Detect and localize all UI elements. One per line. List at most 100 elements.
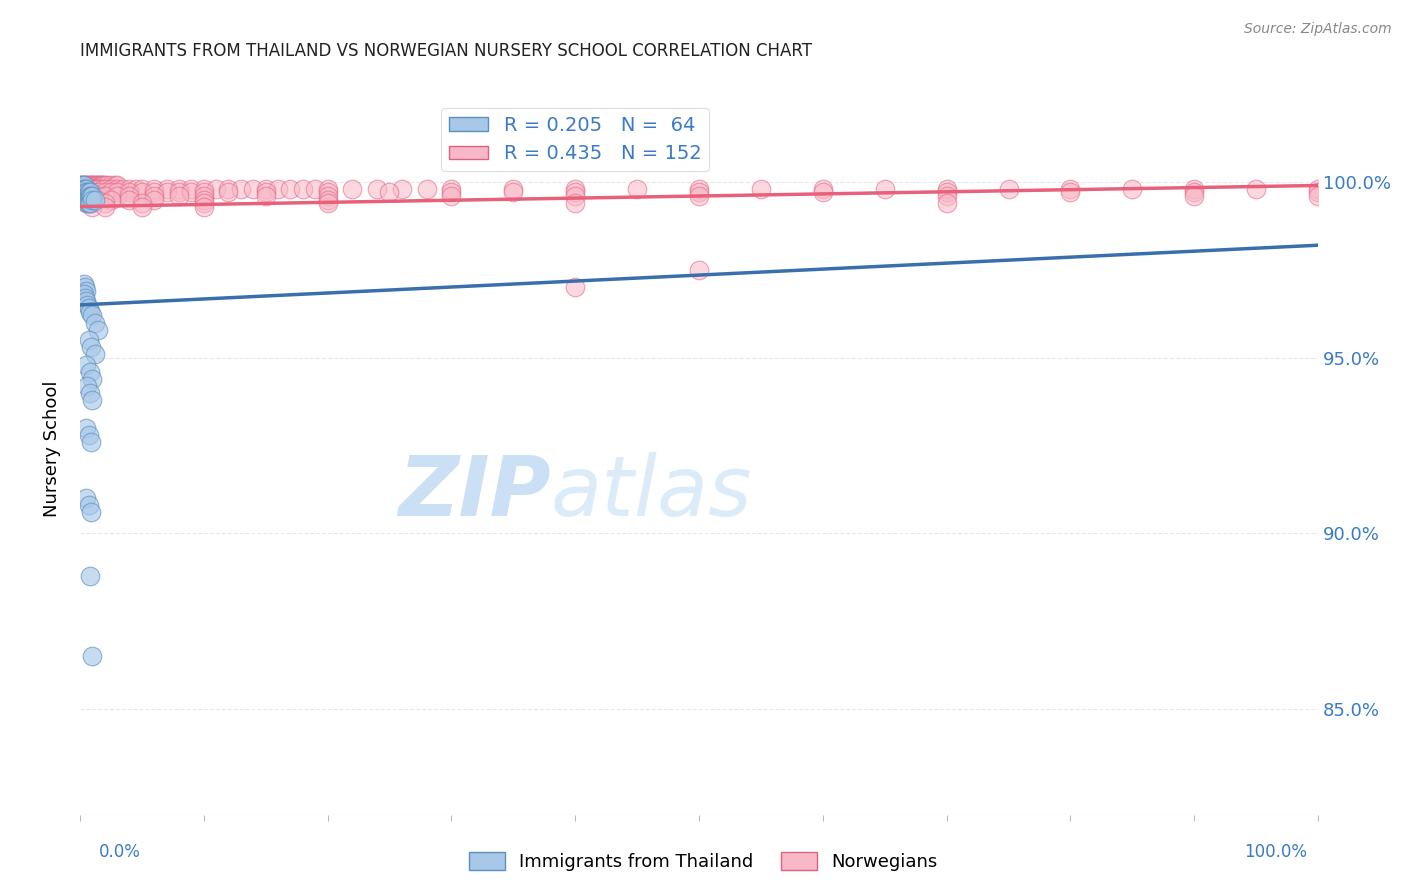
Point bbox=[77, 301, 100, 316]
Point bbox=[749, 182, 772, 196]
Point bbox=[75, 178, 97, 193]
Point bbox=[93, 200, 115, 214]
Point bbox=[1182, 189, 1205, 203]
Point bbox=[105, 189, 128, 203]
Point bbox=[193, 182, 215, 196]
Point bbox=[73, 193, 96, 207]
Point bbox=[80, 340, 103, 354]
Point bbox=[76, 378, 98, 392]
Point bbox=[79, 189, 101, 203]
Point bbox=[72, 178, 94, 193]
Point bbox=[83, 178, 105, 193]
Point bbox=[82, 392, 104, 407]
Point bbox=[72, 189, 94, 203]
Point bbox=[1059, 186, 1081, 200]
Point bbox=[82, 178, 104, 193]
Point bbox=[688, 262, 710, 277]
Point bbox=[79, 193, 101, 207]
Point bbox=[76, 182, 98, 196]
Point bbox=[75, 193, 97, 207]
Point bbox=[811, 186, 834, 200]
Point bbox=[77, 193, 100, 207]
Point bbox=[80, 189, 103, 203]
Point bbox=[291, 182, 314, 196]
Point bbox=[79, 305, 101, 319]
Point bbox=[564, 196, 586, 211]
Point bbox=[811, 182, 834, 196]
Point bbox=[82, 196, 104, 211]
Point bbox=[82, 178, 104, 193]
Point bbox=[935, 182, 957, 196]
Point bbox=[280, 182, 302, 196]
Point bbox=[75, 186, 97, 200]
Point bbox=[87, 193, 110, 207]
Point bbox=[155, 182, 177, 196]
Point bbox=[70, 182, 93, 196]
Point bbox=[73, 178, 96, 193]
Point bbox=[77, 189, 100, 203]
Point bbox=[366, 182, 388, 196]
Point bbox=[502, 186, 524, 200]
Point bbox=[217, 186, 239, 200]
Point bbox=[131, 182, 153, 196]
Point bbox=[87, 322, 110, 336]
Point bbox=[112, 182, 135, 196]
Point bbox=[79, 568, 101, 582]
Point bbox=[76, 178, 98, 193]
Point bbox=[73, 291, 96, 305]
Point bbox=[75, 284, 97, 298]
Point bbox=[564, 280, 586, 294]
Point bbox=[118, 193, 141, 207]
Point bbox=[1182, 186, 1205, 200]
Point bbox=[143, 189, 166, 203]
Point bbox=[242, 182, 264, 196]
Point bbox=[76, 186, 98, 200]
Point bbox=[155, 186, 177, 200]
Point bbox=[72, 178, 94, 193]
Point bbox=[193, 200, 215, 214]
Point bbox=[96, 178, 118, 193]
Point bbox=[1308, 186, 1330, 200]
Point bbox=[76, 298, 98, 312]
Point bbox=[1121, 182, 1143, 196]
Point bbox=[118, 186, 141, 200]
Point bbox=[77, 178, 100, 193]
Point bbox=[93, 178, 115, 193]
Point bbox=[79, 385, 101, 400]
Point bbox=[89, 178, 111, 193]
Point bbox=[193, 193, 215, 207]
Point bbox=[87, 189, 110, 203]
Point bbox=[72, 178, 94, 193]
Point bbox=[1244, 182, 1267, 196]
Point bbox=[77, 186, 100, 200]
Point bbox=[72, 182, 94, 196]
Point bbox=[1308, 189, 1330, 203]
Point bbox=[167, 186, 190, 200]
Point bbox=[82, 372, 104, 386]
Point bbox=[100, 182, 122, 196]
Point bbox=[688, 182, 710, 196]
Point bbox=[77, 196, 100, 211]
Point bbox=[167, 182, 190, 196]
Point bbox=[72, 193, 94, 207]
Point bbox=[100, 186, 122, 200]
Text: Source: ZipAtlas.com: Source: ZipAtlas.com bbox=[1244, 22, 1392, 37]
Point bbox=[72, 189, 94, 203]
Point bbox=[86, 178, 108, 193]
Point bbox=[254, 189, 277, 203]
Point bbox=[316, 196, 339, 211]
Point bbox=[72, 182, 94, 196]
Point bbox=[82, 200, 104, 214]
Point bbox=[75, 182, 97, 196]
Point bbox=[131, 196, 153, 211]
Point bbox=[935, 196, 957, 211]
Point bbox=[378, 186, 401, 200]
Point bbox=[75, 358, 97, 372]
Point bbox=[91, 182, 114, 196]
Point bbox=[70, 178, 93, 193]
Point bbox=[84, 178, 107, 193]
Point bbox=[935, 186, 957, 200]
Point bbox=[93, 178, 115, 193]
Point bbox=[87, 178, 110, 193]
Point bbox=[100, 178, 122, 193]
